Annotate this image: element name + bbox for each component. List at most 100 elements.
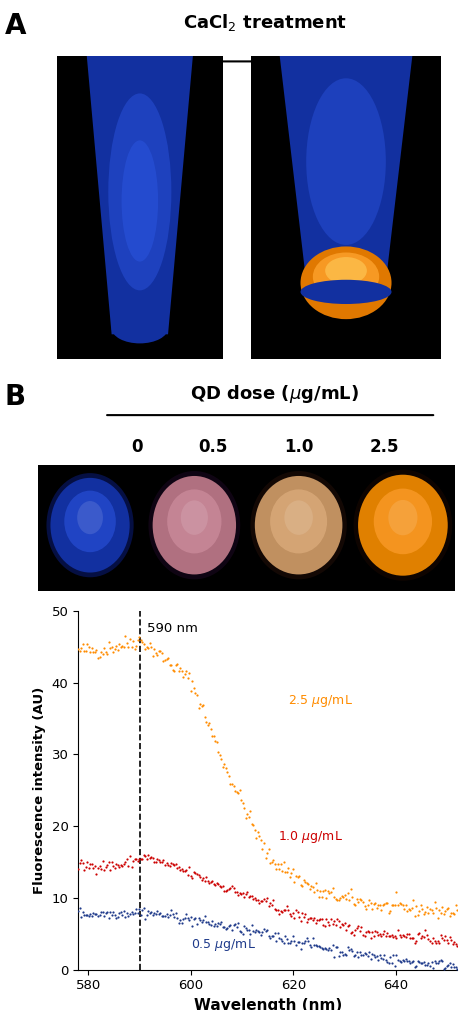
Point <box>437 927 445 943</box>
Point <box>342 922 350 938</box>
Point <box>163 854 170 871</box>
Point <box>431 933 438 949</box>
Point <box>260 835 268 851</box>
Point <box>438 899 446 915</box>
Point <box>376 926 383 942</box>
Point <box>120 855 128 872</box>
Point <box>295 909 303 925</box>
Point <box>187 683 195 699</box>
Point <box>117 856 125 873</box>
Point <box>300 909 308 925</box>
Point <box>204 873 211 889</box>
Point <box>401 901 408 917</box>
Point <box>359 894 367 910</box>
Point <box>392 930 400 946</box>
Point <box>122 628 129 644</box>
Point <box>164 909 172 925</box>
Point <box>443 901 451 917</box>
Point <box>403 926 411 942</box>
Point <box>317 883 324 899</box>
Point <box>304 876 312 892</box>
Point <box>443 932 451 948</box>
Point <box>134 632 141 648</box>
Point <box>283 864 291 880</box>
Point <box>339 917 347 933</box>
Point <box>102 858 109 875</box>
Point <box>420 929 428 945</box>
Point <box>249 817 257 833</box>
Point <box>111 640 118 656</box>
Point <box>125 908 132 924</box>
Point <box>83 854 91 871</box>
Point <box>242 810 249 826</box>
Point <box>361 928 368 944</box>
Point <box>304 911 312 927</box>
Point <box>182 663 190 679</box>
Point <box>385 904 392 920</box>
Point <box>337 918 344 934</box>
Text: B: B <box>5 383 26 411</box>
Point <box>348 924 356 940</box>
Point <box>93 906 100 922</box>
Text: 0.5 $\mu$g/mL: 0.5 $\mu$g/mL <box>191 936 256 952</box>
Point <box>196 696 204 712</box>
Point <box>257 831 265 847</box>
Point <box>96 858 103 875</box>
Point <box>447 958 455 975</box>
Point <box>437 951 445 968</box>
Point <box>218 750 225 767</box>
Point <box>348 942 356 958</box>
Point <box>330 913 338 929</box>
Point <box>394 898 402 914</box>
Point <box>172 856 180 873</box>
Point <box>245 922 253 938</box>
Point <box>306 937 313 953</box>
Point <box>396 895 403 911</box>
Point <box>379 951 387 968</box>
Point <box>180 669 187 685</box>
Point <box>158 854 166 871</box>
Point <box>211 878 219 894</box>
Point <box>292 868 300 884</box>
Point <box>397 954 405 971</box>
Point <box>166 656 173 673</box>
Point <box>441 960 449 976</box>
Point <box>362 901 370 917</box>
Point <box>248 888 255 904</box>
Point <box>186 860 193 876</box>
Point <box>388 926 396 942</box>
Point <box>387 949 394 966</box>
Point <box>396 952 403 969</box>
Point <box>330 889 338 905</box>
Point <box>138 634 146 650</box>
Polygon shape <box>280 56 412 298</box>
Point <box>114 857 122 874</box>
Point <box>254 823 262 839</box>
Point <box>265 841 273 857</box>
Point <box>416 954 423 971</box>
Point <box>339 889 347 905</box>
Point <box>291 910 298 926</box>
Point <box>216 916 224 932</box>
Point <box>385 927 392 943</box>
Point <box>356 891 364 907</box>
Point <box>373 924 381 940</box>
Point <box>406 902 414 918</box>
Point <box>392 947 400 964</box>
Point <box>260 921 268 937</box>
Point <box>112 637 120 653</box>
Text: 1.0 $\mu$g/mL: 1.0 $\mu$g/mL <box>278 829 343 845</box>
Point <box>353 944 361 961</box>
Point <box>228 922 236 938</box>
Point <box>172 905 180 921</box>
Point <box>93 641 100 658</box>
Point <box>225 769 233 785</box>
Point <box>122 909 129 925</box>
Point <box>423 957 431 974</box>
Point <box>284 935 292 951</box>
Ellipse shape <box>301 280 392 304</box>
Text: QD dose ($\mu$g/mL): QD dose ($\mu$g/mL) <box>191 383 359 405</box>
Point <box>291 874 298 890</box>
Point <box>233 784 240 800</box>
Point <box>344 918 352 934</box>
